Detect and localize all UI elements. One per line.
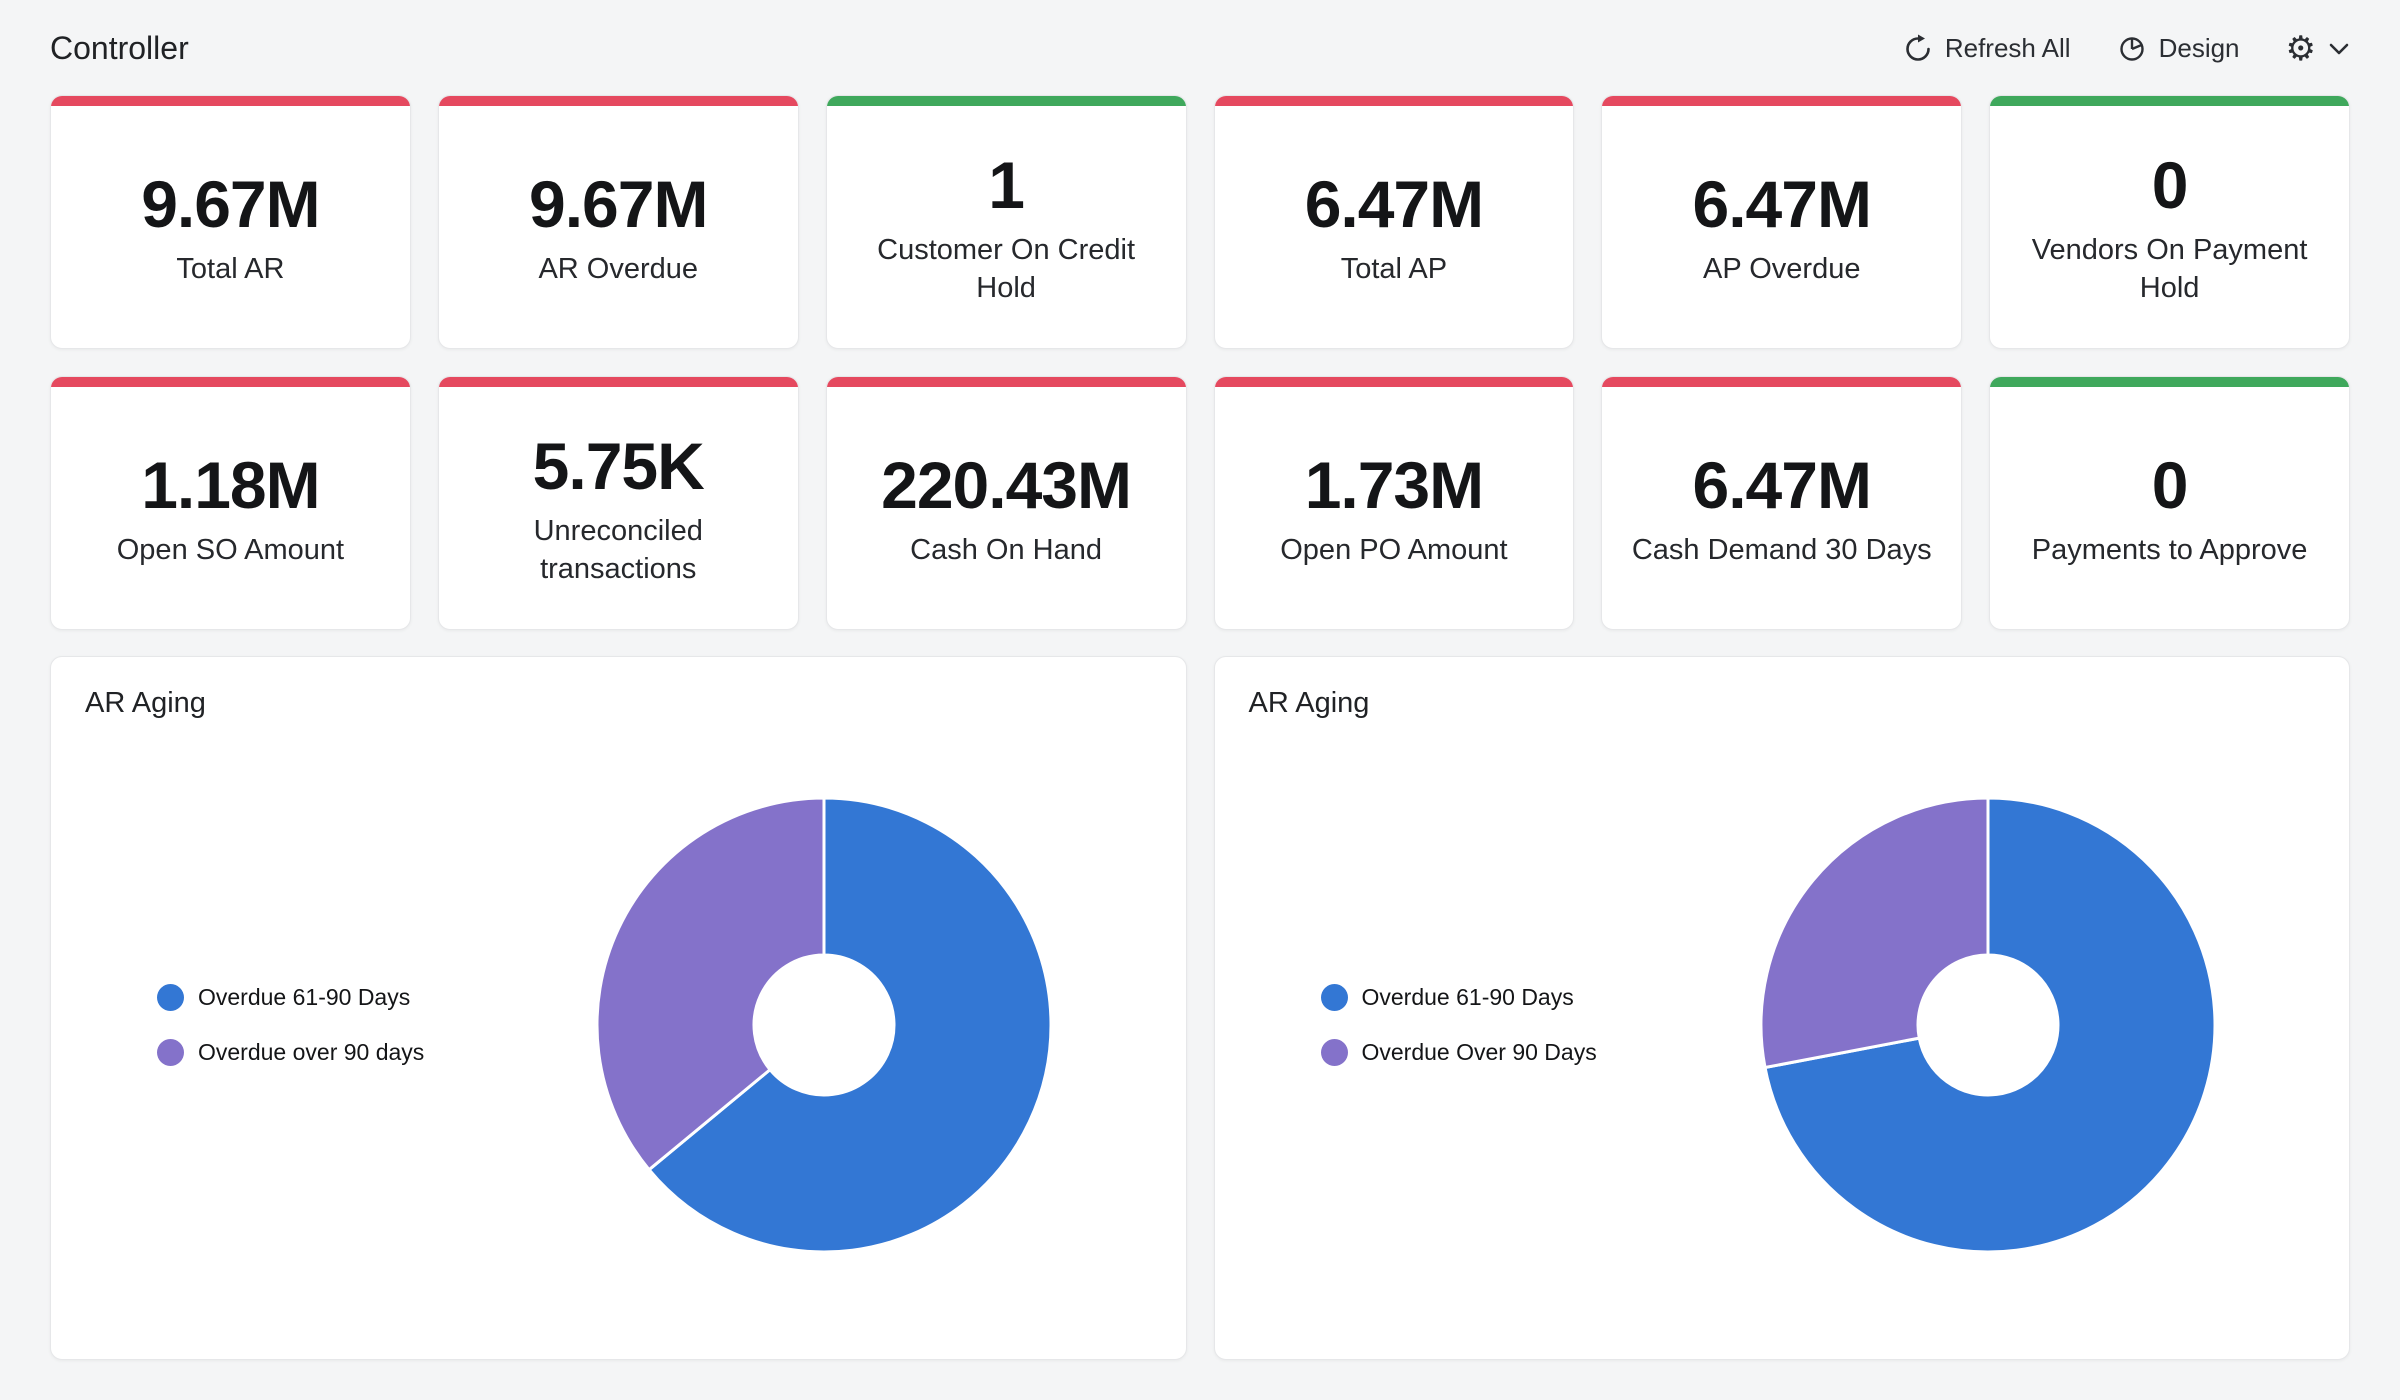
ar-aging-chart-card-right: AR Aging Overdue 61-90 Days Overdue Over… [1213,656,2350,1360]
status-bar [1990,377,2349,387]
design-icon [2117,34,2147,64]
kpi-value: 6.47M [1692,447,1872,522]
design-label: Design [2158,33,2240,63]
kpi-value: 9.67M [529,166,708,241]
status-bar [826,96,1186,106]
legend-label: Overdue over 90 days [198,1038,425,1065]
refresh-all-label: Refresh All [1944,33,2071,63]
status-bar [826,377,1186,387]
header-actions: Refresh All Design ⚙ [1903,32,2350,66]
kpi-label: Total AR [176,252,285,285]
kpi-value: 220.43M [881,447,1132,522]
status-bar [1602,377,1962,387]
kpi-label: Unreconciled transactions [533,514,703,585]
kpi-card-open-so-amount[interactable]: 1.18M Open SO Amount [50,376,411,630]
kpi-card-open-po-amount[interactable]: 1.73M Open PO Amount [1213,376,1575,630]
header: Controller Refresh All Design ⚙ [0,0,2400,95]
legend-label: Overdue 61-90 Days [198,983,411,1010]
status-bar [51,96,410,106]
status-bar [438,377,798,387]
kpi-label: Open PO Amount [1280,533,1508,566]
gear-icon: ⚙ [2285,29,2316,68]
status-bar [438,96,798,106]
kpi-value: 0 [2151,147,2189,222]
chart-legend: Overdue 61-90 Days Overdue over 90 days [157,983,497,1066]
chevron-down-icon [2328,42,2350,56]
kpi-value: 0 [2151,447,2189,522]
kpi-label: Vendors On Payment Hold [2031,233,2308,304]
legend-swatch [157,983,184,1011]
refresh-icon [1903,34,1933,64]
status-bar [1990,96,2349,106]
kpi-card-ap-overdue[interactable]: 6.47M AP Overdue [1601,95,1963,349]
status-bar [51,377,410,387]
kpi-value: 5.75K [532,428,705,503]
kpi-card-unreconciled-transactions[interactable]: 5.75K Unreconciled transactions [437,376,799,630]
kpi-label: AP Overdue [1703,252,1861,285]
design-button[interactable]: Design [2117,33,2240,64]
kpi-card-cash-on-hand[interactable]: 220.43M Cash On Hand [825,376,1187,630]
legend-item-overdue-over-90[interactable]: Overdue Over 90 Days [1320,1038,1661,1066]
legend-label: Overdue 61-90 Days [1361,983,1574,1010]
chart-title: AR Aging [1248,687,1370,719]
kpi-label: Total AP [1340,252,1448,285]
kpi-value: 6.47M [1692,166,1872,241]
kpi-label: Open SO Amount [116,533,345,566]
settings-menu-button[interactable]: ⚙ [2286,32,2350,66]
kpi-value: 1 [988,147,1025,222]
kpi-label: Customer On Credit Hold [877,233,1135,304]
chart-legend: Overdue 61-90 Days Overdue Over 90 Days [1320,983,1661,1066]
kpi-grid: 9.67M Total AR 9.67M AR Overdue 1 Custom… [0,95,2400,630]
legend-swatch [1320,1038,1348,1066]
kpi-value: 1.73M [1304,447,1484,522]
legend-item-overdue-over-90[interactable]: Overdue over 90 days [157,1038,497,1066]
kpi-card-vendors-on-payment-hold[interactable]: 0 Vendors On Payment Hold [1989,95,2350,349]
kpi-card-ar-overdue[interactable]: 9.67M AR Overdue [437,95,799,349]
kpi-card-payments-to-approve[interactable]: 0 Payments to Approve [1989,376,2350,630]
charts-row: AR Aging Overdue 61-90 Days Overdue over… [0,656,2400,1360]
donut-chart[interactable] [1748,785,2228,1265]
legend-item-overdue-61-90[interactable]: Overdue 61-90 Days [157,983,497,1011]
kpi-label: Payments to Approve [2031,533,2308,566]
legend-label: Overdue Over 90 Days [1361,1038,1597,1065]
legend-item-overdue-61-90[interactable]: Overdue 61-90 Days [1320,983,1661,1011]
refresh-all-button[interactable]: Refresh All [1903,33,2071,64]
donut-chart[interactable] [584,785,1064,1265]
status-bar [1602,96,1962,106]
legend-swatch [157,1038,184,1066]
page-title: Controller [50,30,189,66]
chart-title: AR Aging [85,687,206,719]
ar-aging-chart-card-left: AR Aging Overdue 61-90 Days Overdue over… [50,656,1187,1360]
kpi-card-cash-demand-30-days[interactable]: 6.47M Cash Demand 30 Days [1601,376,1963,630]
kpi-label: AR Overdue [538,252,699,285]
kpi-value: 6.47M [1304,166,1484,241]
kpi-value: 9.67M [141,166,320,241]
kpi-label: Cash On Hand [910,533,1102,566]
kpi-card-total-ar[interactable]: 9.67M Total AR [50,95,411,349]
legend-swatch [1320,983,1348,1011]
kpi-card-customer-on-credit-hold[interactable]: 1 Customer On Credit Hold [825,95,1187,349]
kpi-card-total-ap[interactable]: 6.47M Total AP [1213,95,1575,349]
kpi-label: Cash Demand 30 Days [1631,533,1932,566]
kpi-value: 1.18M [141,447,320,522]
status-bar [1214,377,1574,387]
status-bar [1214,96,1574,106]
